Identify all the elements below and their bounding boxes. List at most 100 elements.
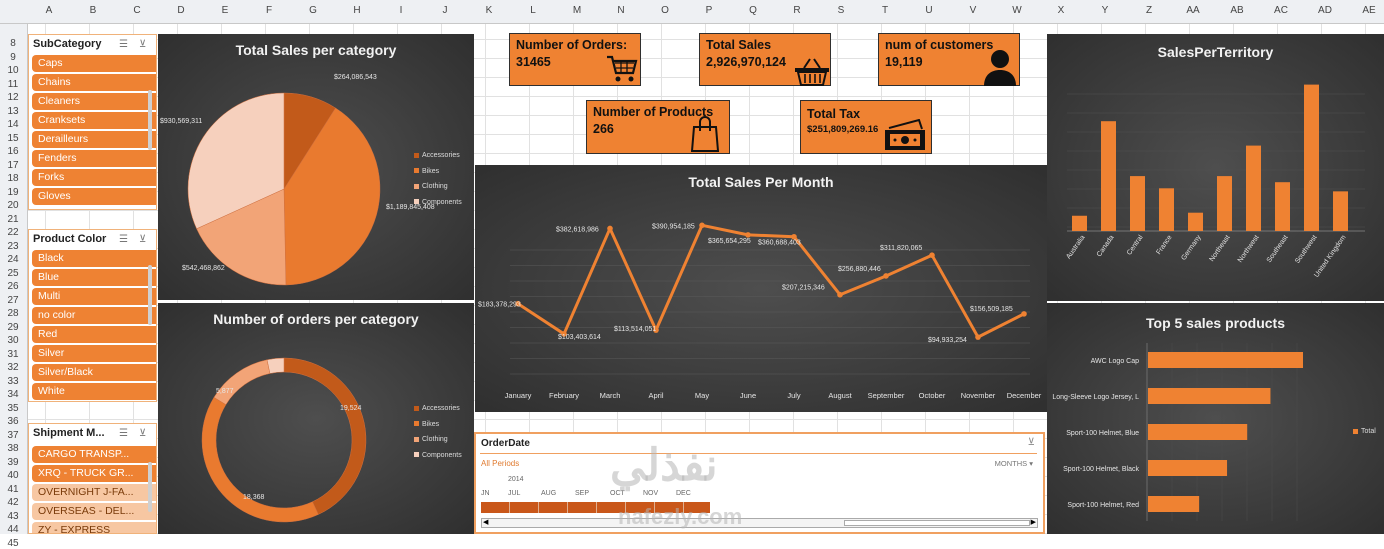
column-header[interactable]: T (881, 5, 889, 16)
row-header[interactable]: 32 (7, 362, 19, 373)
slicer-scrollbar[interactable] (148, 265, 152, 325)
slicer-item[interactable]: OVERNIGHT J-FA... (32, 484, 156, 501)
slicer-item[interactable]: Cranksets (32, 112, 156, 129)
timeline-selection-bar[interactable] (481, 502, 710, 513)
row-header[interactable]: 23 (7, 240, 19, 252)
row-header[interactable]: 27 (7, 294, 19, 306)
row-header[interactable]: 19 (7, 186, 19, 198)
slicer-item[interactable]: Forks (32, 169, 156, 186)
slicer-item[interactable]: XRQ - TRUCK GR... (32, 465, 156, 482)
row-header[interactable]: 22 (7, 227, 19, 238)
row-header[interactable]: 35 (7, 402, 19, 414)
tax-kpi-card[interactable]: Total Tax $251,809,269.16 (800, 100, 932, 154)
column-header[interactable]: B (89, 5, 97, 16)
row-header[interactable]: 16 (7, 146, 19, 157)
column-header[interactable]: AB (1230, 5, 1244, 16)
row-header[interactable]: 9 (10, 51, 16, 63)
sales-per-category-chart[interactable]: Total Sales per category $264,086,543 $1,… (158, 34, 474, 300)
column-header[interactable]: M (572, 5, 582, 16)
column-header[interactable]: H (353, 5, 361, 16)
row-header[interactable]: 25 (7, 267, 19, 279)
row-header[interactable]: 12 (7, 92, 19, 103)
column-header[interactable]: I (399, 5, 403, 16)
row-header[interactable]: 18 (7, 173, 19, 184)
column-header[interactable]: U (925, 5, 933, 16)
order-date-timeline[interactable]: OrderDate ⊻ All Periods MONTHS ▾ 2014 JN… (474, 432, 1045, 534)
clear-filter-icon[interactable]: ⊻ (139, 39, 147, 50)
slicer-item[interactable]: Chains (32, 74, 156, 91)
row-header[interactable]: 43 (7, 510, 19, 522)
row-header[interactable]: 29 (7, 321, 19, 333)
clear-filter-icon[interactable]: ⊻ (139, 234, 147, 245)
row-header[interactable]: 11 (7, 78, 19, 90)
timeline-level-dropdown[interactable]: MONTHS ▾ (994, 459, 1033, 468)
timeline-month[interactable]: SEP (575, 490, 590, 497)
row-header[interactable]: 31 (7, 348, 19, 360)
row-header[interactable]: 28 (7, 308, 19, 319)
slicer-item[interactable]: CARGO TRANSP... (32, 446, 156, 463)
column-header[interactable]: C (133, 5, 141, 16)
top-products-chart[interactable]: Top 5 sales products AWC Logo Cap Long-Sl… (1047, 303, 1384, 534)
timeline-month[interactable]: AUG (541, 490, 557, 497)
timeline-period-label[interactable]: All Periods (481, 459, 520, 468)
slicer-item[interactable]: Derailleurs (32, 131, 156, 148)
products-kpi-card[interactable]: Number of Products 266 (586, 100, 730, 154)
column-header[interactable]: X (1057, 5, 1065, 16)
column-header[interactable]: AC (1274, 5, 1288, 16)
scroll-left-arrow-icon[interactable]: ◀ (483, 519, 489, 526)
sales-per-month-chart[interactable]: Total Sales Per Month $183,378,293 Januar… (475, 165, 1047, 412)
slicer-item[interactable]: OVERSEAS - DEL... (32, 503, 156, 520)
column-header[interactable]: Y (1101, 5, 1109, 16)
clear-filter-icon[interactable]: ⊻ (139, 428, 147, 439)
slicer-item[interactable]: Red (32, 326, 156, 343)
slicer-item[interactable]: Silver (32, 345, 156, 362)
slicer-item[interactable]: Gloves (32, 188, 156, 205)
row-header[interactable]: 15 (7, 132, 19, 144)
column-header[interactable]: J (442, 5, 448, 16)
row-header[interactable]: 24 (7, 254, 19, 265)
row-header[interactable]: 26 (7, 281, 19, 292)
slicer-item[interactable]: Blue (32, 269, 156, 286)
row-header[interactable]: 17 (7, 159, 19, 171)
sales-per-territory-chart[interactable]: SalesPerTerritory Australia Canada Central… (1047, 34, 1384, 301)
slicer-item[interactable]: no color (32, 307, 156, 324)
row-header[interactable]: 34 (7, 389, 19, 400)
multi-select-icon[interactable]: ☰ (119, 39, 128, 50)
orders-kpi-card[interactable]: Number of Orders: 31465 (509, 33, 641, 86)
row-header[interactable]: 42 (7, 497, 19, 508)
multi-select-icon[interactable]: ☰ (119, 234, 128, 245)
timeline-month[interactable]: JN (481, 490, 490, 497)
row-header[interactable]: 36 (7, 416, 19, 427)
column-header[interactable]: F (265, 5, 273, 16)
column-header[interactable]: G (309, 5, 317, 16)
scroll-right-arrow-icon[interactable]: ▶ (1030, 519, 1036, 526)
slicer-scrollbar[interactable] (148, 90, 152, 150)
scrollbar-thumb[interactable] (844, 520, 1030, 526)
row-header[interactable]: 37 (7, 429, 19, 441)
slicer-item[interactable]: White (32, 383, 156, 400)
multi-select-icon[interactable]: ☰ (119, 428, 128, 439)
column-header[interactable]: W (1012, 5, 1022, 16)
shipment-method-slicer[interactable]: Shipment M... ☰ ⊻ CARGO TRANSP... XRQ - T… (28, 423, 157, 534)
timeline-month[interactable]: DEC (676, 490, 691, 497)
column-header[interactable]: O (661, 5, 669, 16)
orders-per-category-chart[interactable]: Number of orders per category 19,524 18,3… (158, 303, 474, 534)
timeline-month[interactable]: JUL (508, 490, 521, 497)
slicer-item[interactable]: Cleaners (32, 93, 156, 110)
slicer-scrollbar[interactable] (148, 462, 152, 512)
column-header[interactable]: D (177, 5, 185, 16)
column-header[interactable]: A (45, 5, 53, 16)
column-header[interactable]: R (793, 5, 801, 16)
row-header[interactable]: 21 (7, 213, 19, 225)
row-header[interactable]: 13 (7, 105, 19, 117)
subcategory-slicer[interactable]: SubCategory ☰ ⊻ Caps Chains Cleaners Cranks… (28, 34, 157, 210)
column-header[interactable]: L (530, 5, 536, 16)
row-header[interactable]: 14 (7, 119, 19, 130)
slicer-item[interactable]: Black (32, 250, 156, 267)
column-header[interactable]: E (221, 5, 229, 16)
row-header[interactable]: 41 (7, 483, 19, 495)
column-header[interactable]: S (837, 5, 845, 16)
row-header[interactable]: 8 (10, 38, 16, 49)
product-color-slicer[interactable]: Product Color ☰ ⊻ Black Blue Multi no color… (28, 229, 157, 402)
slicer-item[interactable]: Silver/Black (32, 364, 156, 381)
